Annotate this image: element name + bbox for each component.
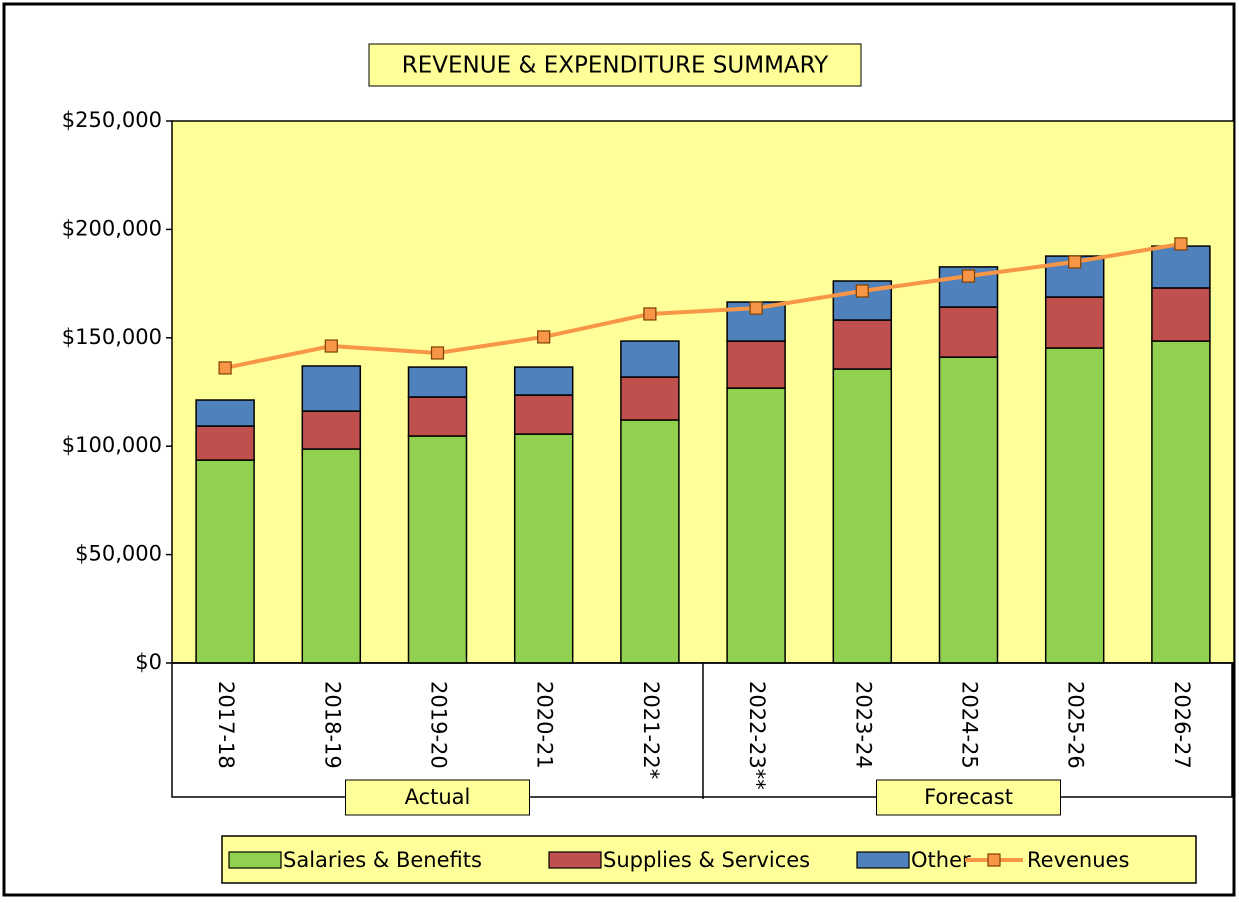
legend-label: Revenues — [1027, 848, 1129, 872]
bar — [301, 448, 362, 664]
bar — [938, 306, 999, 358]
line-marker — [643, 307, 657, 321]
group-label: Actual — [405, 785, 471, 809]
y-tick-label: $50,000 — [75, 542, 162, 566]
line-marker — [1068, 255, 1082, 269]
legend-label: Salaries & Benefits — [283, 848, 482, 872]
group-label-box — [876, 779, 1061, 816]
bar — [726, 340, 786, 389]
bar — [1044, 347, 1105, 664]
bar — [407, 435, 468, 664]
x-tick-label: 2021-22* — [639, 681, 663, 779]
bar — [938, 356, 999, 664]
x-tick-label: 2020-21 — [533, 681, 557, 769]
x-tick-label: 2026-27 — [1170, 681, 1194, 769]
legend-box — [221, 835, 1197, 884]
bar — [513, 366, 574, 396]
y-tick-label: $0 — [135, 650, 162, 674]
bar — [1151, 287, 1211, 342]
y-tick-label: $150,000 — [62, 325, 162, 349]
bar — [407, 366, 468, 398]
y-tick-label: $200,000 — [62, 216, 162, 240]
bar — [513, 433, 574, 664]
x-tick-label: 2018-19 — [320, 681, 344, 769]
bar — [832, 368, 893, 664]
bar — [620, 340, 680, 378]
group-label: Forecast — [924, 785, 1013, 809]
legend-swatch — [228, 851, 282, 869]
chart-title: REVENUE & EXPENDITURE SUMMARY — [402, 53, 829, 79]
line-marker — [749, 301, 763, 315]
x-tick-label: 2022-23** — [745, 681, 769, 790]
bar — [1151, 340, 1211, 664]
line — [224, 241, 1182, 370]
y-tick-label: $250,000 — [62, 108, 162, 132]
bar — [726, 387, 786, 664]
line-marker — [537, 330, 551, 344]
group-label-box — [345, 779, 530, 816]
line-marker — [1174, 237, 1188, 251]
bar — [620, 376, 680, 421]
legend-label: Other — [911, 848, 971, 872]
bar — [1044, 296, 1105, 349]
line-marker — [430, 346, 445, 360]
legend-label: Supplies & Services — [603, 848, 810, 872]
y-tick-label: $100,000 — [62, 433, 162, 457]
line-marker — [218, 361, 232, 375]
bar — [513, 394, 574, 435]
bar — [832, 319, 893, 370]
line-marker — [324, 339, 338, 353]
x-tick-label: 2023-24 — [851, 681, 875, 769]
legend-marker — [987, 853, 1001, 867]
bar — [195, 399, 255, 427]
x-tick-label: 2017-18 — [214, 681, 238, 769]
line-marker — [961, 269, 976, 283]
bar — [195, 425, 255, 461]
legend-swatch — [548, 851, 602, 869]
bar — [620, 419, 680, 664]
bar — [195, 459, 255, 664]
bar — [1151, 245, 1211, 289]
x-tick-label: 2025-26 — [1064, 681, 1088, 769]
line-marker — [855, 284, 869, 298]
legend-swatch — [856, 851, 910, 869]
x-tick-label: 2024-25 — [958, 681, 982, 769]
bar — [407, 396, 468, 437]
x-tick-label: 2019-20 — [427, 681, 451, 769]
category-area — [171, 662, 1233, 798]
bar — [301, 410, 362, 450]
title-box — [368, 43, 862, 87]
bar — [301, 365, 362, 412]
